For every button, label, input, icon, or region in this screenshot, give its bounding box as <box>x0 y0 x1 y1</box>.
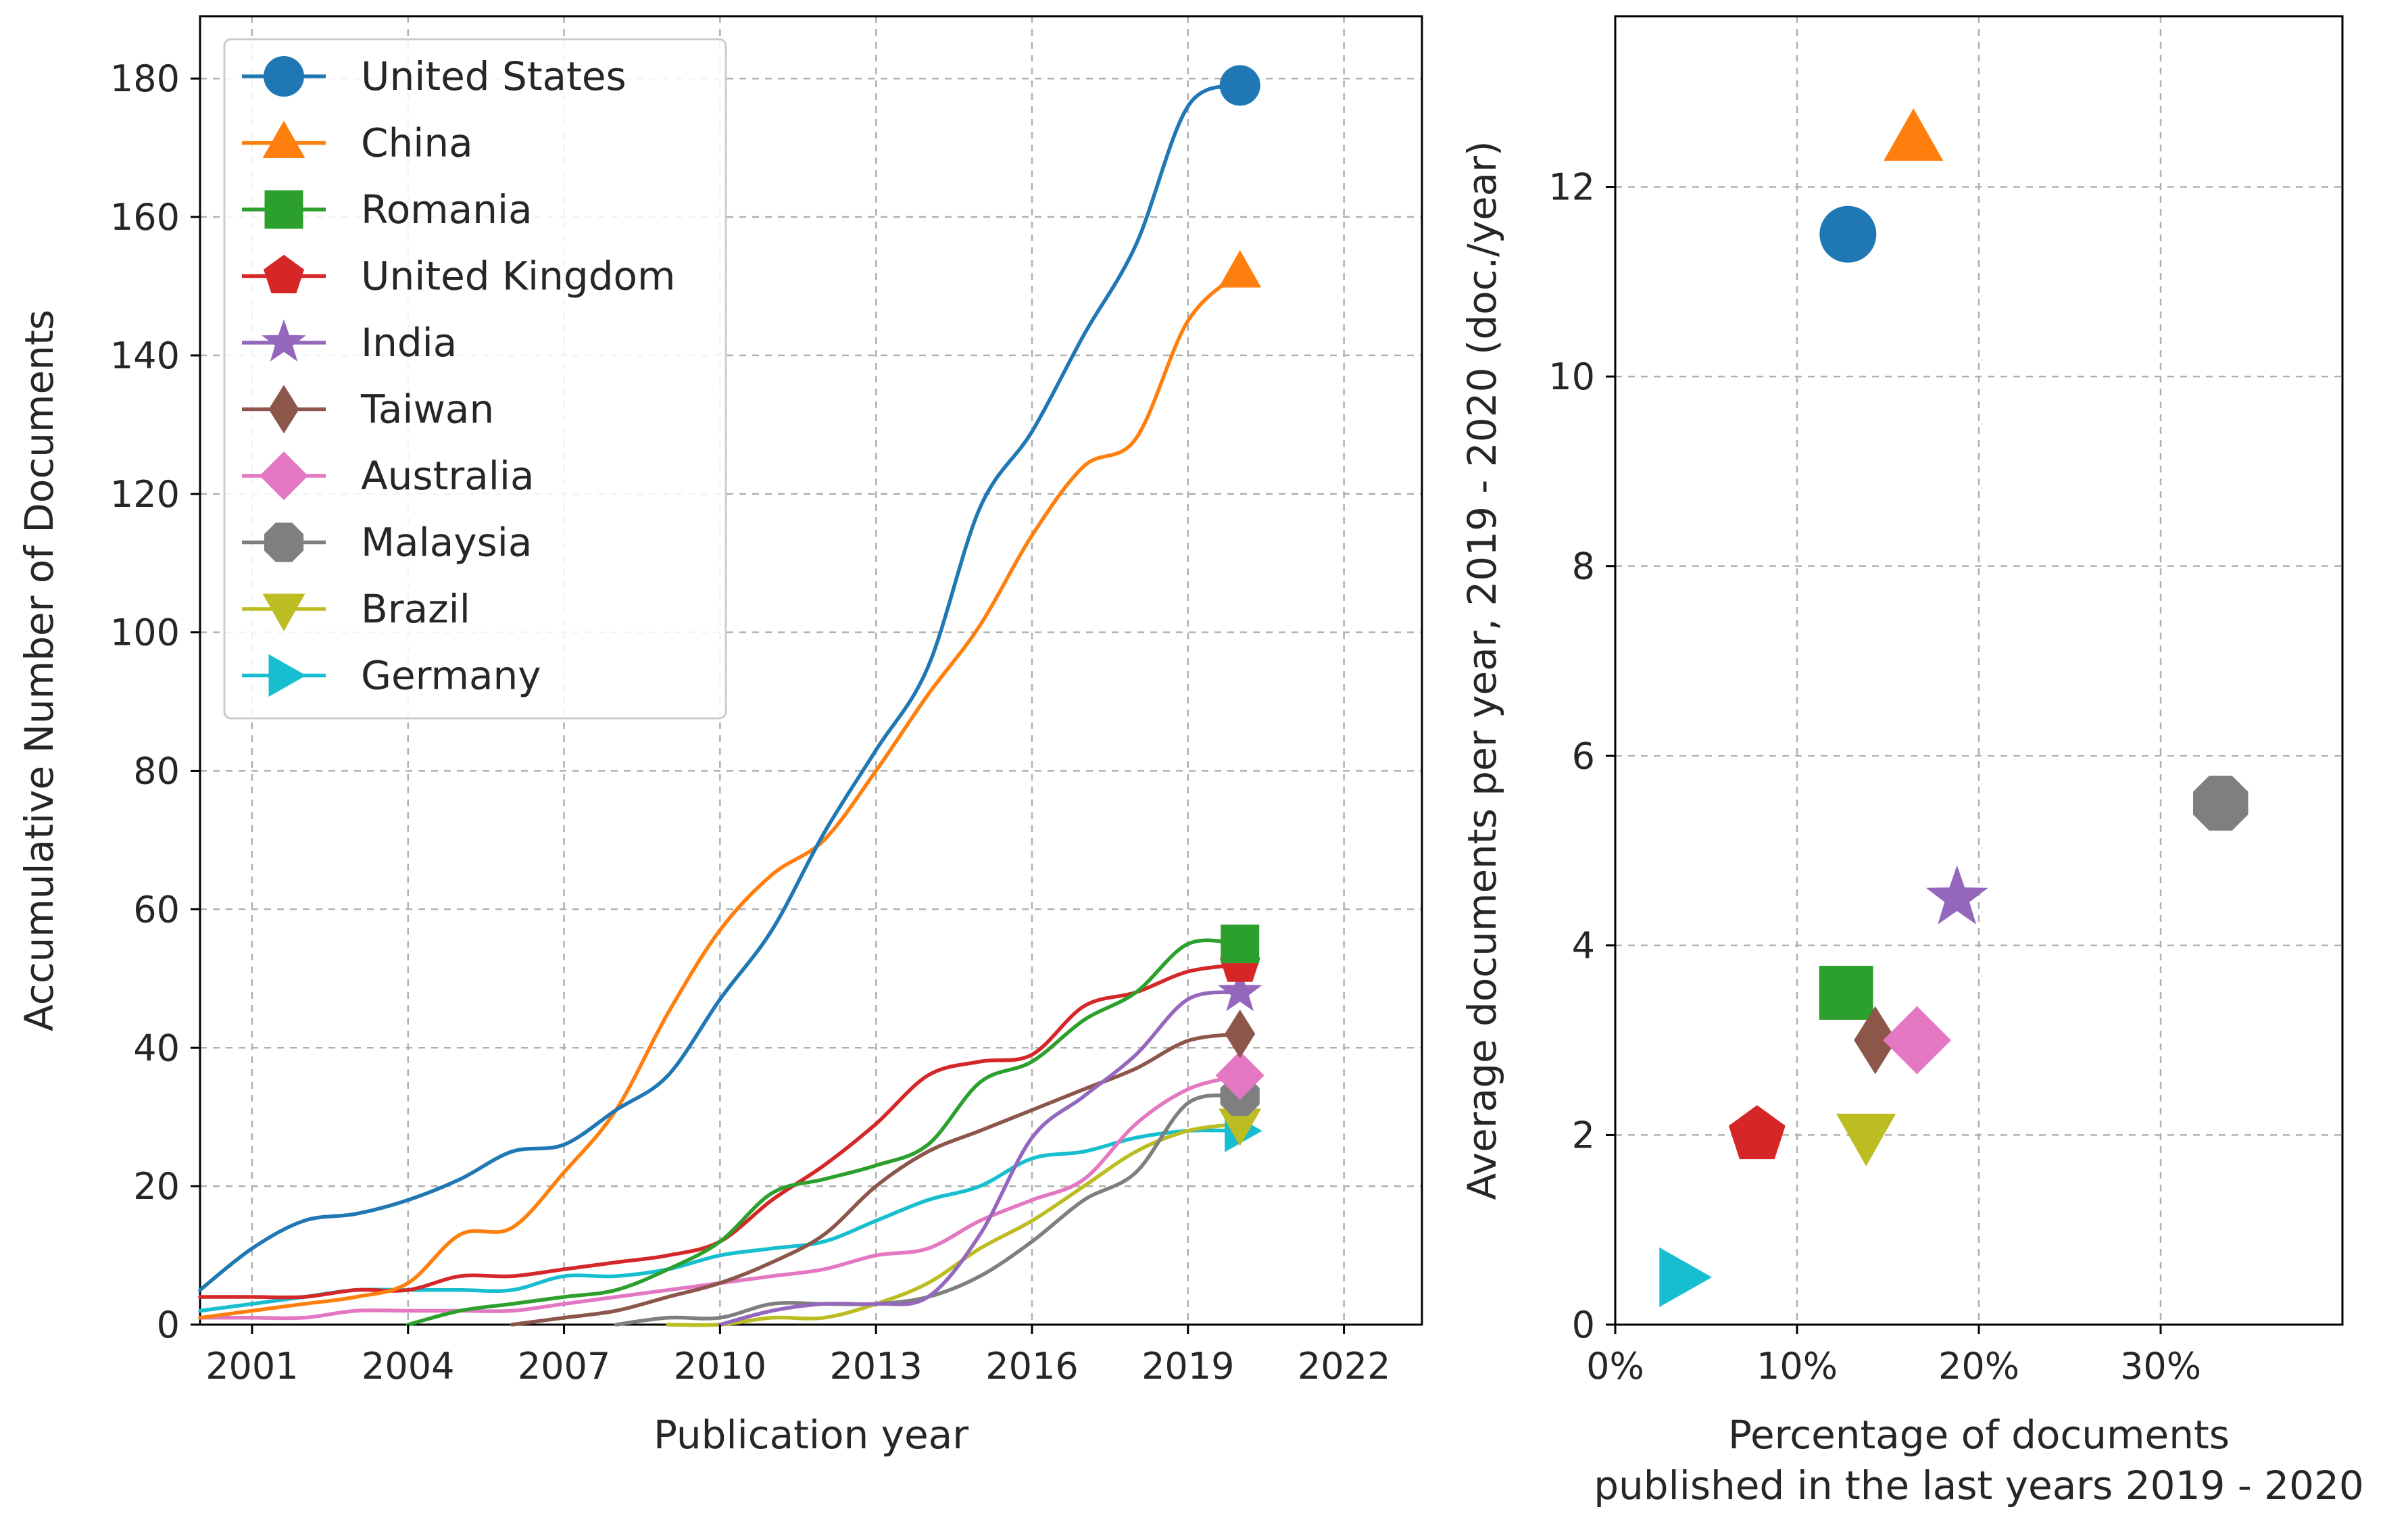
left-x-tick-label: 2004 <box>362 1345 454 1387</box>
legend-marker-brazil <box>262 593 305 631</box>
left-x-tick-label: 2010 <box>674 1345 766 1387</box>
left-y-tick-label: 100 <box>110 612 180 654</box>
scatter-chart-panel: 0% 10% 20% 30% 0 2 4 6 8 10 12 Percentage of docum… <box>1459 15 2364 1508</box>
legend-label-brazil: Brazil <box>361 586 470 632</box>
series-end-marker-india <box>1217 968 1262 1012</box>
legend-label-united-kingdom: United Kingdom <box>361 253 676 299</box>
right-x-tick-label: 20% <box>1938 1345 2019 1387</box>
scatter-point-australia <box>1883 1006 1951 1075</box>
left-axis-ticks: 2001 2004 2007 2010 2013 2016 2019 2022 0 20 40 60 8… <box>110 57 1390 1387</box>
legend-marker-australia <box>260 451 308 500</box>
scatter-point-malaysia <box>2193 775 2249 831</box>
left-y-tick-label: 180 <box>110 57 180 100</box>
left-x-tick-label: 2022 <box>1298 1345 1390 1387</box>
legend-label-germany: Germany <box>361 653 541 699</box>
scatter-point-romania <box>1819 966 1873 1020</box>
legend-marker-united-kingdom <box>264 255 304 293</box>
right-y-tick-label: 10 <box>1548 355 1595 398</box>
legend-label-malaysia: Malaysia <box>361 520 532 566</box>
right-y-tick-label: 0 <box>1572 1304 1595 1346</box>
legend-marker-united-states <box>264 56 304 97</box>
scatter-point-germany <box>1659 1247 1712 1307</box>
legend-box <box>223 38 727 720</box>
right-points-group <box>1659 108 2249 1307</box>
legend-marker-romania <box>264 190 303 229</box>
series-line-romania <box>406 938 1242 1327</box>
left-y-tick-label: 60 <box>133 888 180 931</box>
left-y-axis-label: Accumulative Number of Documents <box>16 310 62 1031</box>
left-x-tick-label: 2016 <box>985 1345 1078 1387</box>
line-chart-panel: 2001 2004 2007 2010 2013 2016 2019 2022 0 20 40 60 8… <box>16 15 1423 1458</box>
series-line-malaysia <box>614 1093 1242 1327</box>
legend-marker-china <box>262 120 305 158</box>
series-end-marker-brazil <box>1219 1108 1262 1146</box>
left-x-axis-label: Publication year <box>654 1412 968 1458</box>
series-line-china <box>198 270 1242 1320</box>
series-line-australia <box>198 1073 1242 1321</box>
left-x-tick-label: 2001 <box>205 1345 298 1387</box>
series-line-united-states <box>198 83 1242 1292</box>
series-end-marker-united-states <box>1219 65 1260 106</box>
left-y-tick-label: 20 <box>133 1165 180 1208</box>
left-y-tick-label: 40 <box>133 1027 180 1069</box>
left-y-tick-label: 0 <box>157 1304 180 1346</box>
series-line-india <box>718 990 1242 1327</box>
right-axis-ticks: 0% 10% 20% 30% 0 2 4 6 8 10 12 <box>1548 166 2201 1387</box>
right-y-tick-label: 6 <box>1572 735 1595 777</box>
right-y-tick-label: 2 <box>1572 1114 1595 1156</box>
scatter-point-united-kingdom <box>1728 1105 1786 1160</box>
right-x-tick-label: 0% <box>1586 1345 1644 1387</box>
legend-label-china: China <box>361 120 473 166</box>
series-end-marker-australia <box>1215 1051 1264 1100</box>
right-y-axis-label: Average documents per year, 2019 - 2020 … <box>1459 141 1505 1200</box>
scatter-point-brazil <box>1836 1113 1896 1166</box>
series-line-brazil <box>666 1122 1242 1327</box>
scatter-point-united-states <box>1819 205 1877 263</box>
right-y-tick-label: 4 <box>1572 925 1595 967</box>
scatter-point-china <box>1884 108 1944 161</box>
legend-marker-malaysia <box>264 522 304 562</box>
legend: United States China Romania United Kingdom I… <box>223 38 727 720</box>
scatter-point-india <box>1925 865 1988 925</box>
series-line-united-kingdom <box>198 962 1242 1300</box>
legend-marker-germany <box>268 654 306 697</box>
legend-label-romania: Romania <box>361 187 533 232</box>
left-series-group <box>198 65 1264 1327</box>
left-x-tick-label: 2013 <box>829 1345 922 1387</box>
left-y-tick-label: 120 <box>110 473 180 516</box>
left-x-tick-label: 2007 <box>518 1345 610 1387</box>
left-y-tick-label: 80 <box>133 750 180 793</box>
legend-label-australia: Australia <box>361 453 535 499</box>
series-end-marker-taiwan <box>1225 1009 1256 1058</box>
left-x-tick-label: 2019 <box>1141 1345 1234 1387</box>
legend-label-india: India <box>361 320 457 366</box>
right-y-tick-label: 12 <box>1548 166 1595 209</box>
series-line-taiwan <box>510 1032 1242 1327</box>
legend-marker-india <box>262 319 306 362</box>
legend-label-united-states: United States <box>361 53 626 99</box>
left-plot-frame <box>199 15 1423 1326</box>
series-end-marker-china <box>1219 250 1262 288</box>
left-grid <box>200 16 1422 1325</box>
right-x-tick-label: 30% <box>2120 1345 2201 1387</box>
right-x-axis-label-line-1: Percentage of documents <box>1728 1412 2230 1458</box>
right-x-tick-label: 10% <box>1756 1345 1838 1387</box>
legend-marker-taiwan <box>268 385 299 434</box>
right-x-axis-label-line-2: published in the last years 2019 - 2020 <box>1594 1462 2364 1508</box>
series-end-marker-romania <box>1221 925 1260 964</box>
left-y-tick-label: 160 <box>110 196 180 239</box>
scatter-point-taiwan <box>1854 1006 1897 1075</box>
right-grid <box>1614 16 2342 1326</box>
legend-label-taiwan: Taiwan <box>360 387 494 433</box>
left-y-tick-label: 140 <box>110 335 180 377</box>
right-y-tick-label: 8 <box>1572 545 1595 588</box>
